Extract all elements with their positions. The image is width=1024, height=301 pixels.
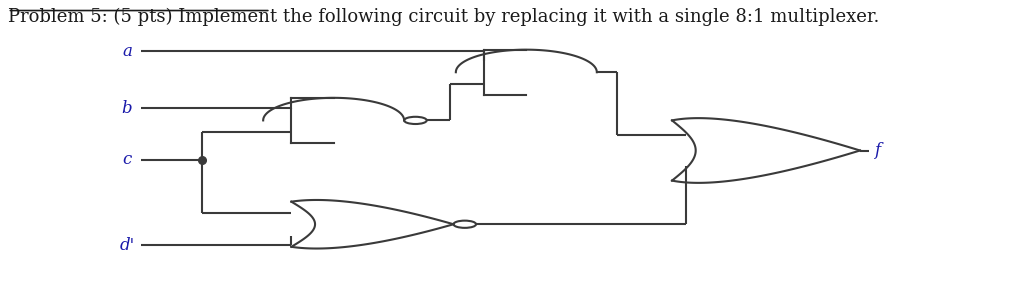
Text: Problem 5: (5 pts) Implement the following circuit by replacing it with a single: Problem 5: (5 pts) Implement the followi… xyxy=(7,8,879,26)
Text: a: a xyxy=(122,43,132,60)
Text: b: b xyxy=(122,100,132,117)
Text: f: f xyxy=(874,142,881,159)
Text: d': d' xyxy=(119,237,134,254)
Text: c: c xyxy=(122,151,131,168)
